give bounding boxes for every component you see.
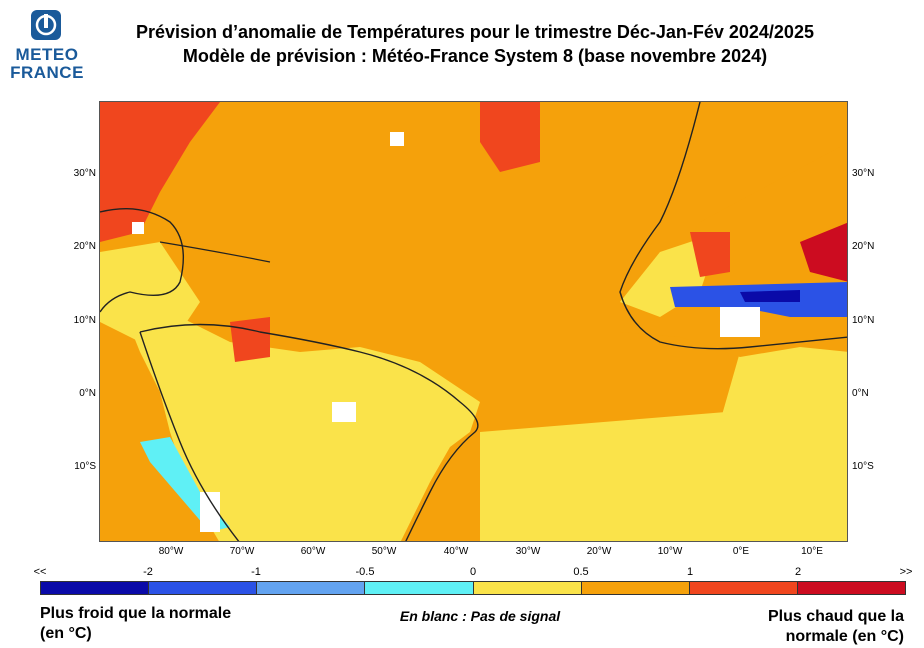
warm-patch-venezuela bbox=[230, 317, 270, 362]
lat-label-right: 30°N bbox=[852, 168, 875, 179]
lat-label-left: 10°N bbox=[73, 315, 96, 326]
central-america-land bbox=[100, 242, 200, 342]
title-line-2: Modèle de prévision : Météo-France Syste… bbox=[182, 46, 768, 66]
lat-label-right: 20°N bbox=[852, 241, 875, 252]
no-signal-spot bbox=[332, 402, 356, 422]
colorbar-tick: 0 bbox=[469, 566, 477, 578]
legend-colder: Plus froid que la normale (en °C) bbox=[40, 604, 231, 644]
warm-patch-northwest bbox=[100, 102, 220, 242]
warm-patch-africa-orange bbox=[690, 232, 730, 277]
no-signal-spot bbox=[132, 222, 144, 234]
lat-label-left: 20°N bbox=[73, 241, 96, 252]
colorbar-tick: 2 bbox=[794, 566, 802, 578]
lat-label-left: 10°S bbox=[74, 461, 96, 472]
legend-colder-line1: Plus froid que la normale bbox=[40, 605, 232, 622]
lat-label-right: 10°N bbox=[852, 315, 875, 326]
colorbar-segment bbox=[365, 582, 474, 594]
coastline-south-america-west bbox=[139, 331, 240, 541]
lon-label: 80°W bbox=[158, 546, 184, 557]
coastline-caribbean-islands bbox=[159, 241, 271, 263]
lon-label: 0°E bbox=[732, 546, 750, 557]
colorbar-tick: 1 bbox=[686, 566, 694, 578]
colorbar-tick: -1 bbox=[251, 566, 261, 578]
colorbar bbox=[40, 581, 906, 595]
lon-label: 60°W bbox=[300, 546, 326, 557]
anomaly-map-canvas bbox=[100, 102, 847, 541]
no-signal-spot bbox=[720, 307, 760, 337]
coastline-west-africa bbox=[619, 102, 847, 350]
colorbar-tick: -0.5 bbox=[355, 566, 375, 578]
map-title: Prévision d’anomalie de Températures pou… bbox=[90, 20, 860, 68]
warm-patch-africa-red bbox=[800, 222, 847, 282]
lon-label: 20°W bbox=[586, 546, 612, 557]
lat-label-left: 0°N bbox=[79, 388, 96, 399]
coastline-gulf-mexico bbox=[100, 207, 185, 313]
lon-label: 40°W bbox=[443, 546, 469, 557]
no-signal-spot bbox=[390, 132, 404, 146]
anomaly-map bbox=[99, 101, 848, 542]
colorbar-segment bbox=[473, 582, 582, 594]
meteo-france-logo: METEO FRANCE bbox=[8, 8, 86, 84]
colorbar-segment bbox=[797, 582, 905, 594]
logo-text-meteo: METEO bbox=[15, 45, 79, 64]
legend-warmer-line2: normale (en °C) bbox=[785, 628, 904, 645]
coastline-south-america bbox=[139, 323, 479, 541]
lat-label-right: 0°N bbox=[852, 388, 869, 399]
legend-no-signal: En blanc : Pas de signal bbox=[399, 608, 561, 624]
colorbar-segment bbox=[257, 582, 366, 594]
lon-label: 10°W bbox=[657, 546, 683, 557]
lat-label-right: 10°S bbox=[852, 461, 874, 472]
south-atlantic-yellow-area bbox=[480, 402, 847, 541]
lon-label: 10°E bbox=[801, 546, 823, 557]
title-line-1: Prévision d’anomalie de Températures pou… bbox=[136, 22, 814, 42]
cold-patch-sahel-core bbox=[740, 290, 800, 302]
colorbar-segment bbox=[41, 582, 150, 594]
colorbar-segment bbox=[689, 582, 798, 594]
legend-colder-line2: (en °C) bbox=[40, 625, 92, 642]
colorbar-tick: >> bbox=[899, 566, 913, 578]
no-signal-spot bbox=[200, 492, 220, 532]
lon-label: 30°W bbox=[515, 546, 541, 557]
colorbar-tick: << bbox=[33, 566, 47, 578]
lon-label: 70°W bbox=[229, 546, 255, 557]
lat-label-left: 30°N bbox=[73, 168, 96, 179]
meteo-france-mark-icon bbox=[31, 10, 61, 40]
legend-warmer: Plus chaud que la normale (en °C) bbox=[768, 607, 904, 647]
colorbar-segment bbox=[149, 582, 258, 594]
legend-warmer-line1: Plus chaud que la bbox=[767, 608, 904, 625]
colorbar-tick: 0.5 bbox=[573, 566, 589, 578]
colorbar-segment bbox=[581, 582, 690, 594]
colorbar-tick: -2 bbox=[143, 566, 153, 578]
lon-label: 50°W bbox=[371, 546, 397, 557]
logo-text-france: FRANCE bbox=[10, 63, 84, 82]
warm-patch-north bbox=[480, 102, 540, 172]
